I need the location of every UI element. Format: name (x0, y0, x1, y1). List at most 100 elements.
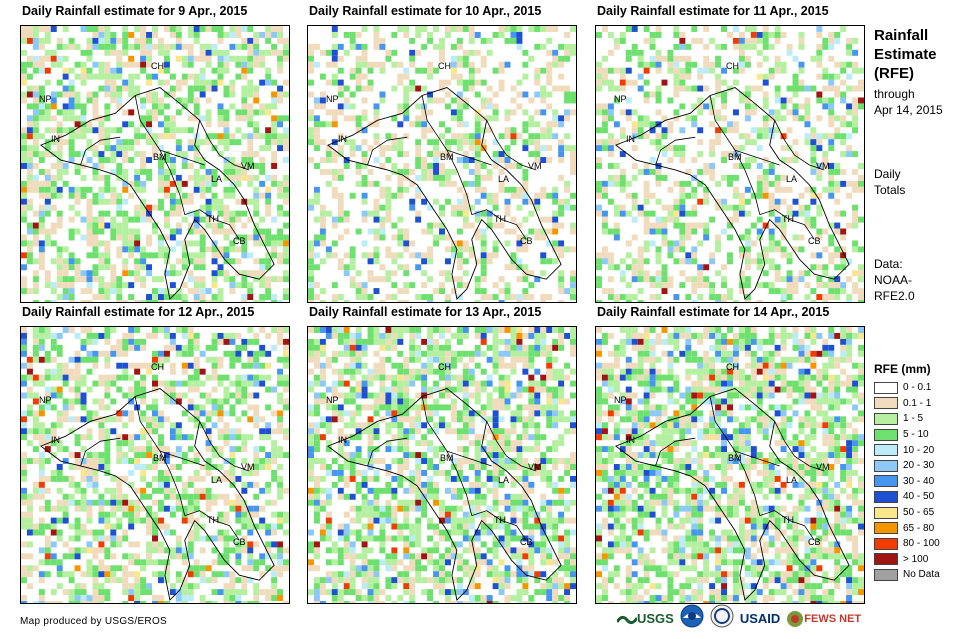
rainfall-cell (175, 228, 182, 235)
rainfall-cell (283, 344, 289, 351)
rainfall-cell (163, 601, 170, 603)
rainfall-cell (74, 356, 81, 363)
rainfall-cell (349, 386, 356, 393)
rainfall-cell (564, 31, 571, 38)
rainfall-cell (450, 362, 457, 369)
rainfall-cell (21, 210, 27, 217)
rainfall-cell (140, 493, 147, 500)
rainfall-cell (313, 234, 320, 241)
rainfall-cell (528, 332, 535, 339)
rainfall-cell (241, 535, 248, 542)
rainfall-cell (379, 398, 386, 405)
rainfall-cell (199, 493, 206, 500)
rainfall-cell (169, 422, 176, 429)
rainfall-cell (564, 43, 571, 50)
country-border (421, 95, 473, 215)
rainfall-cell (68, 216, 75, 223)
rainfall-cell (146, 416, 153, 423)
rainfall-cell (205, 216, 212, 223)
rainfall-cell (456, 252, 463, 259)
rainfall-cell (26, 362, 33, 369)
rainfall-cell (193, 380, 200, 387)
rainfall-cell (211, 26, 218, 32)
rainfall-cell (540, 300, 547, 302)
rainfall-cell (128, 440, 135, 447)
rainfall-cell (308, 380, 314, 387)
rainfall-cell (385, 198, 392, 205)
rainfall-cell (858, 186, 864, 193)
rainfall-cell (253, 481, 260, 488)
rainfall-cell (217, 404, 224, 411)
rainfall-cell (768, 234, 775, 241)
rainfall-cell (361, 163, 368, 169)
rainfall-cell (128, 589, 135, 596)
rainfall-cell (786, 204, 793, 211)
rainfall-cell (110, 344, 117, 351)
rainfall-cell (223, 583, 230, 590)
rainfall-cell (247, 577, 254, 584)
rainfall-cell (271, 300, 278, 302)
rainfall-cell (343, 115, 350, 122)
rainfall-cell (498, 85, 505, 92)
rainfall-cell (691, 85, 698, 92)
rainfall-cell (229, 332, 236, 339)
rainfall-cell (259, 55, 266, 62)
rainfall-cell (116, 210, 123, 217)
rainfall-cell (504, 428, 511, 435)
rainfall-cell (92, 487, 99, 494)
rainfall-cell (122, 458, 129, 465)
rainfall-cell (187, 589, 194, 596)
rainfall-cell (92, 174, 99, 181)
rainfall-cell (169, 294, 176, 301)
rainfall-cell (104, 73, 111, 80)
rainfall-cell (265, 26, 272, 32)
rainfall-cell (343, 398, 350, 405)
rainfall-cell (439, 422, 445, 429)
rainfall-cell (140, 416, 147, 423)
rainfall-cell (217, 264, 224, 271)
rainfall-cell (229, 288, 236, 295)
rainfall-cell (433, 163, 440, 169)
rainfall-cell (134, 61, 141, 68)
rainfall-cell (68, 234, 75, 241)
rainfall-cell (415, 145, 422, 152)
rainfall-cell (528, 362, 535, 369)
rainfall-cell (762, 43, 769, 50)
rainfall-cell (110, 577, 117, 584)
rainfall-cell (721, 198, 728, 205)
rainfall-cell (661, 282, 668, 289)
rainfall-cell (140, 374, 147, 381)
rainfall-cell (229, 571, 236, 578)
rainfall-cell (840, 26, 847, 32)
rainfall-cell (625, 97, 632, 104)
rainfall-cell (217, 37, 224, 44)
rainfall-cell (235, 332, 242, 339)
rainfall-cell (349, 410, 356, 417)
rainfall-cell (462, 392, 469, 399)
rainfall-cell (74, 61, 81, 68)
rainfall-cell (193, 583, 200, 590)
rainfall-cell (271, 26, 278, 32)
rainfall-cell (211, 294, 218, 301)
rainfall-cell (474, 145, 481, 152)
rainfall-cell (601, 26, 608, 32)
rainfall-cell (397, 338, 404, 345)
rainfall-cell (211, 475, 218, 482)
rainfall-cell (241, 446, 248, 453)
rainfall-cell (187, 332, 194, 339)
rainfall-cell (181, 240, 188, 247)
rainfall-cell (134, 452, 141, 459)
rainfall-cell (277, 240, 284, 247)
rainfall-cell (522, 216, 529, 223)
rainfall-cell (44, 55, 51, 62)
rainfall-cell (152, 97, 158, 104)
rainfall-cell (116, 499, 123, 506)
rainfall-cell (601, 73, 608, 80)
rainfall-cell (211, 282, 218, 289)
rainfall-cell (852, 282, 859, 289)
rainfall-cell (146, 61, 153, 68)
rainfall-cell (247, 216, 254, 223)
rainfall-cell (564, 115, 571, 122)
rainfall-cell (804, 216, 811, 223)
rainfall-cell (828, 103, 835, 110)
